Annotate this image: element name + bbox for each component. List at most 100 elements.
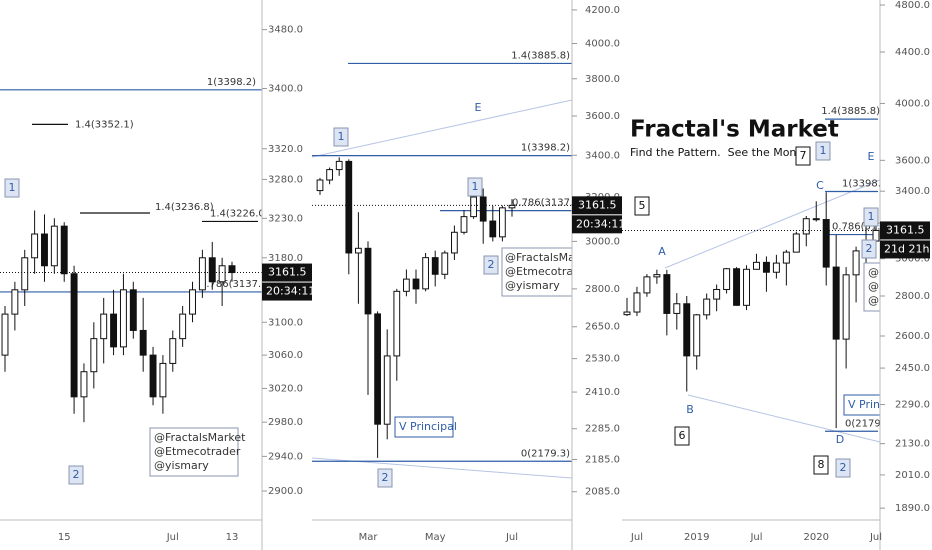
time-label: 20:34:11 <box>266 285 315 298</box>
level-label: 1(3398.2) <box>207 77 256 88</box>
candle-body <box>872 229 880 242</box>
level-label: 0(2179.3) <box>845 418 894 429</box>
annotation: 1 <box>338 130 345 143</box>
y-tick-label: 1890.0 <box>895 503 930 514</box>
candle-body <box>842 274 850 340</box>
candle-body <box>852 250 860 276</box>
candle-body <box>683 303 691 357</box>
annotation: C <box>816 179 824 192</box>
trend-line <box>687 394 881 443</box>
y-tick-label: 2085.0 <box>585 487 620 498</box>
candle-body <box>782 251 790 264</box>
candle-body <box>90 338 98 373</box>
candle-body <box>383 355 391 425</box>
annotation: 7 <box>800 149 807 162</box>
annotation-box <box>861 239 877 259</box>
y-tick-label: 3180.0 <box>268 253 303 264</box>
subtitle: Find the Pattern. See the Money <box>630 146 810 159</box>
handle-box <box>149 427 239 477</box>
y-tick-label: 2940.0 <box>268 451 303 462</box>
y-tick-label: 3400.0 <box>268 83 303 94</box>
y-tick-label: 3320.0 <box>268 144 303 155</box>
x-tick-label: 13 <box>226 532 239 543</box>
annotation: A <box>658 245 666 258</box>
candle-body <box>713 288 721 300</box>
y-tick-label: 4000.0 <box>585 38 620 49</box>
annotation: 2 <box>73 468 80 481</box>
candle-body <box>812 218 820 221</box>
candle-body <box>792 233 800 253</box>
level-label: 1.4(3352.1) <box>75 119 134 130</box>
candle-body <box>489 220 497 238</box>
candle-body <box>110 313 118 348</box>
annotation: @FractalsMarket <box>868 266 932 279</box>
y-tick-label: 3600.0 <box>585 111 620 122</box>
candle-body <box>80 371 88 398</box>
level-label: 0.786(3137.4) <box>512 198 584 209</box>
candle-body <box>723 268 731 290</box>
annotation: 2 <box>866 242 873 255</box>
y-tick-label: 3400.0 <box>895 186 930 197</box>
level-label: 1.4(3885.8) <box>821 106 880 117</box>
candle-body <box>189 289 196 315</box>
y-tick-label: 3100.0 <box>268 317 303 328</box>
time-label: 20:34:11 <box>576 217 625 230</box>
candle-body <box>703 298 711 316</box>
y-tick-label: 2185.0 <box>585 454 620 465</box>
y-tick-label: 3000.0 <box>585 236 620 247</box>
x-tick-label: 2019 <box>684 532 709 543</box>
time-box <box>262 282 312 301</box>
candle-body <box>364 247 372 315</box>
candle-body <box>623 311 631 316</box>
x-tick-label: May <box>425 532 446 543</box>
y-tick-label: 4400.0 <box>895 47 930 58</box>
annotation-box <box>394 416 454 438</box>
panel: 1.4(3885.8) 1(3398.2) 0.786(3137.4) 0(2179.… <box>312 50 584 488</box>
x-tick-label: Jul <box>749 532 762 543</box>
x-tick-label: Mar <box>359 532 379 543</box>
candle-body <box>393 290 401 357</box>
annotation: 6 <box>679 429 686 442</box>
candle-body <box>335 160 343 171</box>
annotation-box <box>634 196 650 216</box>
annotation-box <box>4 178 20 198</box>
y-tick-label: 2410.0 <box>585 387 620 398</box>
candle-body <box>169 338 177 364</box>
candle-body <box>159 362 167 398</box>
level-label: 1.4(3226.0) <box>210 208 269 219</box>
candle-body <box>499 207 506 238</box>
level-label: 1.4(3236.8) <box>155 202 214 213</box>
level-label: 0.786(3137.4) <box>832 222 904 233</box>
candle-body <box>762 261 770 273</box>
y-tick-label: 2900.0 <box>268 486 303 497</box>
price-box <box>572 196 622 215</box>
candle-body <box>316 179 324 192</box>
price-box <box>262 263 312 282</box>
candle-body <box>733 268 741 306</box>
annotation: 1 <box>820 144 827 157</box>
annotation: V Principal <box>848 398 906 411</box>
candle-body <box>431 257 439 275</box>
candle-body <box>802 218 810 235</box>
annotation: 2 <box>840 461 847 474</box>
price-label: 3161.5 <box>578 198 617 211</box>
candle-body <box>228 265 236 274</box>
price-box <box>880 221 930 240</box>
candle-body <box>208 257 216 283</box>
x-tick-label: Jul <box>869 532 882 543</box>
y-tick-label: 3600.0 <box>895 155 930 166</box>
candle-body <box>50 225 58 267</box>
candle-body <box>412 278 420 290</box>
annotation: V Principal <box>399 420 457 433</box>
candle-body <box>772 262 780 273</box>
annotation: @yismary <box>868 294 923 307</box>
annotation-box <box>815 141 831 161</box>
annotation-box <box>843 394 880 416</box>
y-tick-label: 3020.0 <box>268 383 303 394</box>
candle-body <box>355 247 362 254</box>
candle-body <box>374 313 381 425</box>
candle-body <box>832 266 840 340</box>
x-tick-label: Jul <box>505 532 518 543</box>
candle-body <box>460 216 468 233</box>
